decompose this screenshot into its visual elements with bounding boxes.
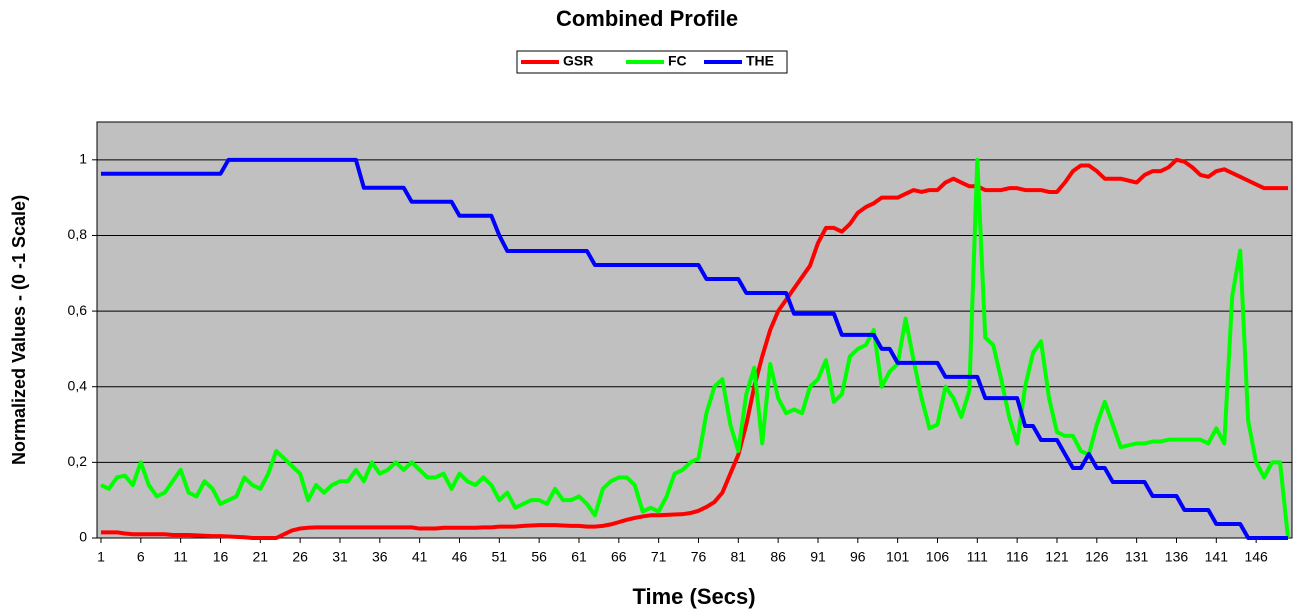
y-tick-label: 1: [79, 151, 87, 167]
series-line: [100, 157, 1291, 539]
x-tick-label: 146: [1244, 549, 1268, 565]
legend-label: GSR: [563, 53, 593, 69]
series-line: [100, 157, 1289, 540]
x-tick-label: 91: [810, 549, 826, 565]
x-tick-label: 31: [332, 549, 348, 565]
x-tick-label: 116: [1006, 549, 1029, 565]
y-tick-label: 0,4: [68, 377, 88, 393]
plot-area: [96, 121, 1293, 539]
y-tick-label: 0: [79, 529, 87, 545]
x-tick-label: 66: [611, 549, 627, 565]
x-tick-label: 81: [731, 549, 747, 565]
y-tick-label: 0,8: [68, 226, 88, 242]
x-tick-label: 51: [492, 549, 508, 565]
x-tick-label: 16: [213, 549, 229, 565]
x-tick-label: 131: [1125, 549, 1149, 565]
x-tick-label: 121: [1045, 549, 1069, 565]
x-tick-label: 6: [137, 549, 145, 565]
y-tick-label: 0,6: [68, 302, 88, 318]
legend-label: THE: [746, 53, 774, 69]
y-axis-title: Normalized Values - (0 -1 Scale): [9, 195, 29, 465]
x-tick-label: 41: [412, 549, 428, 565]
x-tick-label: 126: [1085, 549, 1109, 565]
x-tick-label: 36: [372, 549, 388, 565]
x-tick-label: 26: [292, 549, 308, 565]
x-tick-label: 1: [97, 549, 105, 565]
x-tick-label: 111: [967, 549, 988, 565]
x-tick-label: 21: [253, 549, 269, 565]
x-tick-label: 76: [691, 549, 707, 565]
x-tick-label: 96: [850, 549, 866, 565]
x-axis-title: Time (Secs): [632, 584, 755, 609]
x-tick-label: 141: [1205, 549, 1229, 565]
x-tick-label: 61: [571, 549, 587, 565]
x-tick-label: 136: [1165, 549, 1189, 565]
chart-title: Combined Profile: [556, 6, 738, 31]
x-tick-label: 56: [531, 549, 547, 565]
x-tick-label: 101: [886, 549, 910, 565]
legend-label: FC: [668, 53, 687, 69]
series-line: [100, 157, 1289, 540]
y-tick-label: 0,2: [68, 453, 88, 469]
x-tick-label: 106: [926, 549, 950, 565]
x-tick-label: 71: [651, 549, 667, 565]
x-tick-label: 46: [452, 549, 468, 565]
x-tick-label: 86: [770, 549, 786, 565]
x-tick-label: 11: [173, 549, 188, 565]
